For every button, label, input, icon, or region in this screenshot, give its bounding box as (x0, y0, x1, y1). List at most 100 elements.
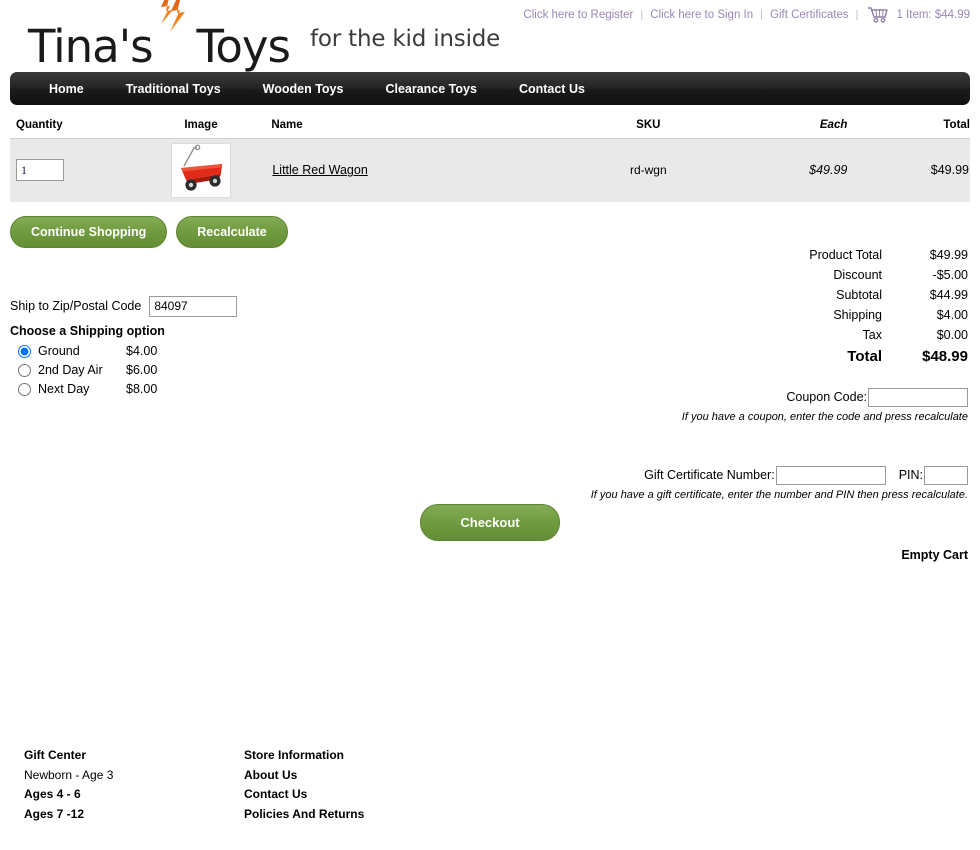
nav-contact-us[interactable]: Contact Us (518, 81, 585, 96)
cart-sku-cell: rd-wgn (629, 163, 667, 178)
totals-row: Shipping $4.00 (748, 308, 968, 328)
totals-row: Tax $0.00 (748, 328, 968, 348)
pin-label: PIN: (898, 468, 923, 482)
column-header-sku: SKU (572, 119, 724, 139)
shipping-radio-next-day[interactable] (18, 382, 31, 396)
order-totals-panel: Product Total $49.99 Discount -$5.00 Sub… (748, 248, 968, 374)
footer-column-gift-center: Gift Center Newborn - Age 3 Ages 4 - 6 A… (24, 746, 244, 824)
grand-total-row: Total $48.99 (748, 348, 968, 374)
red-wagon-image[interactable] (170, 142, 231, 198)
shipping-total-label: Shipping (833, 307, 882, 322)
discount-label: Discount (833, 267, 882, 282)
column-header-image: Image (130, 119, 272, 139)
gift-certificate-row: Gift Certificate Number: PIN: (348, 465, 968, 485)
cart-action-buttons: Continue Shopping Recalculate (10, 215, 980, 248)
checkout-button[interactable]: Checkout (420, 503, 560, 541)
product-total-label: Product Total (809, 247, 882, 262)
tax-label: Tax (862, 327, 882, 342)
product-total-value: $49.99 (929, 247, 968, 262)
footer-about-us[interactable]: About Us (244, 767, 298, 782)
coupon-input[interactable] (868, 387, 968, 407)
tax-value: $0.00 (936, 327, 968, 342)
shipping-options-title: Choose a Shipping option (10, 323, 165, 338)
lightning-bolt-icon (153, 0, 197, 62)
table-row: Little Red Wagon rd-wgn $49.99 $49.99 (10, 138, 970, 202)
utility-nav: Click here to Register | Click here to S… (516, 6, 970, 23)
cart-summary-section: Ship to Zip/Postal Code Choose a Shippin… (0, 248, 980, 501)
pin-input[interactable] (924, 465, 968, 485)
subtotal-value: $44.99 (929, 287, 968, 302)
product-name-link[interactable]: Little Red Wagon (272, 163, 368, 178)
column-header-each: Each (723, 119, 860, 139)
link-separator: | (760, 8, 763, 21)
cart-image-cell (131, 139, 272, 202)
link-separator: | (855, 8, 859, 21)
shipping-label-ground: Ground (38, 344, 80, 358)
shipping-price-ground: $4.00 (126, 344, 158, 358)
grand-total-label: Total (847, 347, 882, 365)
footer-contact-us[interactable]: Contact Us (244, 787, 308, 801)
cart-table: Quantity Image Name SKU Each Total (10, 119, 970, 202)
empty-cart-link[interactable]: Empty Cart (901, 547, 968, 562)
cart-item-count-total: 1 Item: $44.99 (896, 8, 970, 21)
site-logo[interactable]: Tina's Toys (28, 0, 291, 73)
nav-home[interactable]: Home (49, 81, 84, 96)
shipping-option-ground[interactable]: Ground $4.00 (10, 342, 340, 361)
footer-ages-7-12[interactable]: Ages 7 -12 (24, 806, 85, 821)
zip-input[interactable] (149, 295, 238, 317)
site-tagline: for the kid inside (310, 26, 501, 52)
shipping-option-next-day[interactable]: Next Day $8.00 (10, 380, 340, 399)
gift-certificate-hint: If you have a gift certificate, enter th… (590, 488, 968, 501)
shipping-radio-2nd-day-air[interactable] (18, 363, 31, 377)
link-separator: | (640, 8, 644, 21)
sign-in-link[interactable]: Click here to Sign In (650, 8, 754, 21)
site-footer: Gift Center Newborn - Age 3 Ages 4 - 6 A… (0, 746, 980, 824)
shipping-price-2nd-day-air: $6.00 (126, 363, 158, 377)
gift-certificates-link[interactable]: Gift Certificates (770, 8, 849, 21)
shipping-label-next-day: Next Day (38, 382, 90, 396)
coupon-label: Coupon Code: (786, 390, 867, 404)
footer-ages-4-6[interactable]: Ages 4 - 6 (24, 787, 81, 801)
totals-row: Product Total $49.99 (748, 248, 968, 268)
checkout-section: Checkout Empty Cart (0, 498, 980, 598)
cart-each-cell: $49.99 (809, 163, 848, 178)
footer-column-store-information: Store Information About Us Contact Us Po… (244, 746, 544, 824)
cart-summary[interactable]: 1 Item: $44.99 (858, 6, 970, 23)
logo-text-secondary: Toys (196, 20, 291, 73)
register-link[interactable]: Click here to Register (523, 8, 634, 21)
coupon-panel: Coupon Code: If you have a coupon, enter… (498, 387, 968, 423)
main-navigation: Home Traditional Toys Wooden Toys Cleara… (10, 72, 970, 105)
column-header-quantity: Quantity (10, 119, 131, 139)
zip-code-row: Ship to Zip/Postal Code (10, 295, 340, 317)
shipping-option-2nd-day-air[interactable]: 2nd Day Air $6.00 (10, 361, 340, 380)
continue-shopping-button[interactable]: Continue Shopping (10, 215, 168, 248)
recalculate-button[interactable]: Recalculate (176, 215, 288, 248)
shipping-total-value: $4.00 (936, 307, 968, 322)
nav-clearance-toys[interactable]: Clearance Toys (385, 81, 477, 96)
grand-total-value: $48.99 (922, 347, 968, 365)
shipping-radio-ground[interactable] (18, 344, 31, 358)
cart-total-cell: $49.99 (930, 163, 969, 178)
site-header: Click here to Register | Click here to S… (0, 0, 980, 72)
footer-policies-and-returns[interactable]: Policies And Returns (244, 806, 365, 821)
nav-wooden-toys[interactable]: Wooden Toys (262, 81, 344, 96)
gift-certificate-input[interactable] (775, 465, 886, 485)
gift-certificate-panel: Gift Certificate Number: PIN: If you hav… (348, 465, 968, 501)
footer-newborn-age-3[interactable]: Newborn - Age 3 (24, 767, 114, 782)
totals-row: Subtotal $44.99 (748, 288, 968, 308)
zip-label: Ship to Zip/Postal Code (10, 299, 142, 313)
logo-text-primary: Tina's (28, 20, 154, 73)
footer-gift-center[interactable]: Gift Center (24, 748, 87, 762)
shipping-price-next-day: $8.00 (126, 382, 158, 396)
cart-table-header-row: Quantity Image Name SKU Each Total (10, 119, 970, 139)
footer-store-information[interactable]: Store Information (244, 748, 345, 762)
coupon-hint: If you have a coupon, enter the code and… (681, 410, 968, 423)
quantity-input[interactable] (16, 159, 64, 182)
checkout-button-wrapper: Checkout (420, 503, 560, 541)
gift-certificate-label: Gift Certificate Number: (644, 468, 775, 482)
column-header-total: Total (859, 119, 970, 139)
nav-traditional-toys[interactable]: Traditional Toys (125, 81, 221, 96)
subtotal-label: Subtotal (836, 287, 882, 302)
coupon-row: Coupon Code: (498, 387, 968, 407)
cart-name-cell: Little Red Wagon (271, 139, 573, 202)
